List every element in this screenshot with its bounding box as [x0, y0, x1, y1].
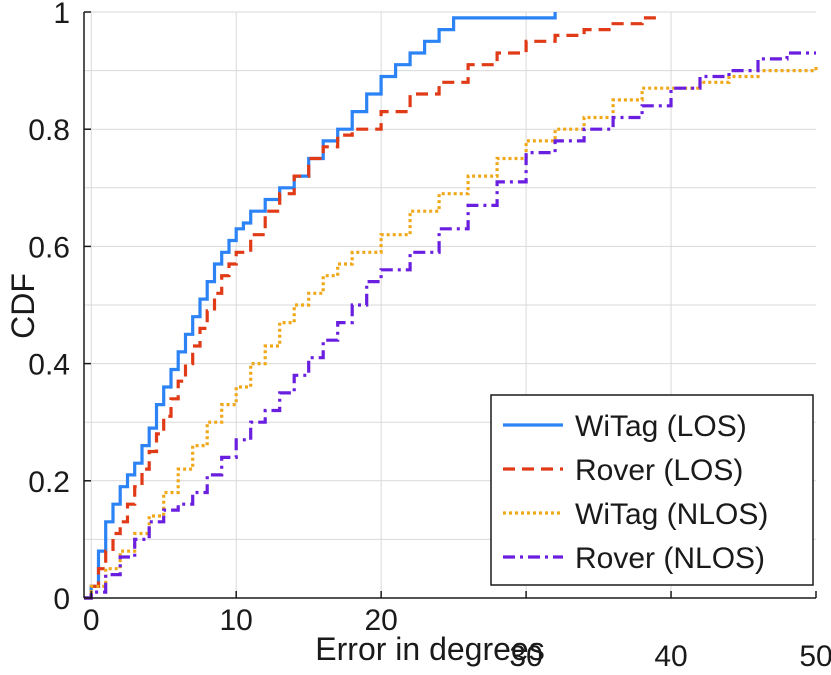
- x-tick-label: 20: [364, 604, 397, 637]
- y-tick-label: 0.6: [28, 231, 70, 264]
- axes-frame: [83, 11, 817, 599]
- y-tick-label: 1: [53, 0, 70, 30]
- x-tick-label: 10: [220, 604, 253, 637]
- legend-label-1: Rover (LOS): [575, 454, 743, 487]
- grid: [84, 11, 816, 598]
- x-tick-label: 0: [83, 604, 100, 637]
- x-tick-label: 40: [654, 640, 687, 673]
- y-tick-label: 0.2: [28, 466, 70, 499]
- x-tick-label: 50: [799, 640, 831, 673]
- series-line-0: [84, 12, 557, 600]
- y-tick-label: 0.4: [28, 349, 70, 382]
- plot-lines: [84, 12, 818, 600]
- y-tick-label: 0.8: [28, 114, 70, 147]
- y-tick-labels: 0 0.2 0.4 0.6 0.8 1: [28, 0, 70, 616]
- series-line-2: [84, 64, 818, 600]
- x-tick-label: 30: [509, 640, 542, 673]
- y-axis-title: CDF: [5, 273, 41, 339]
- x-axis-title: Error in degrees: [315, 631, 544, 667]
- series-line-1: [84, 12, 659, 600]
- x-tick-labels: 0 10 20 30 40 50: [83, 604, 831, 673]
- legend-label-3: Rover (NLOS): [575, 542, 765, 575]
- legend-label-0: WiTag (LOS): [575, 410, 747, 443]
- legend-label-2: WiTag (NLOS): [575, 498, 768, 531]
- y-tick-label: 0: [53, 583, 70, 616]
- legend-box: [490, 394, 814, 586]
- legend: WiTag (LOS) Rover (LOS) WiTag (NLOS) Rover …: [490, 394, 814, 586]
